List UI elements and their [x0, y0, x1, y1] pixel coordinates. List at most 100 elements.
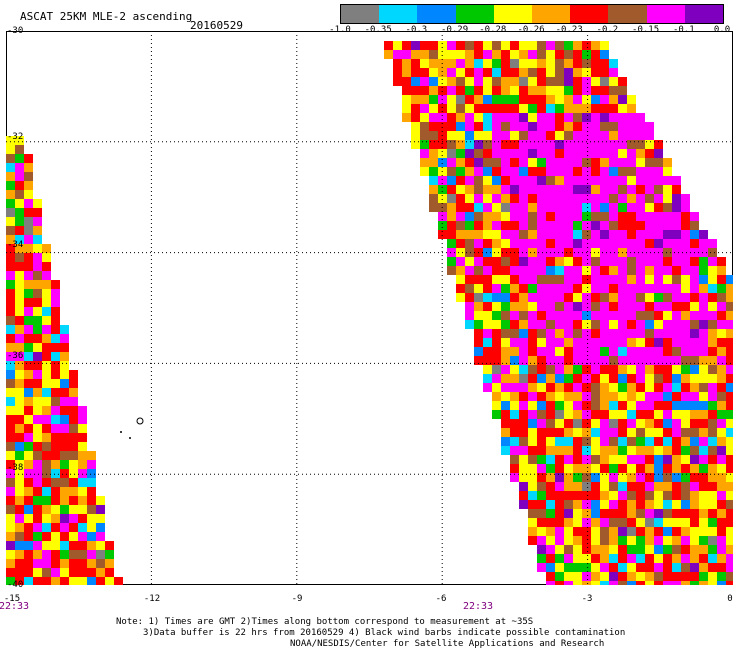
swath-pixel — [447, 113, 456, 122]
swath-pixel — [573, 446, 582, 455]
swath-pixel — [33, 568, 42, 577]
swath-pixel — [645, 509, 654, 518]
swath-pixel — [546, 527, 555, 536]
swath-pixel — [51, 424, 60, 433]
swath-pixel — [618, 500, 627, 509]
swath-pixel — [519, 158, 528, 167]
swath-pixel — [24, 577, 33, 585]
swath-pixel — [546, 356, 555, 365]
swath-pixel — [591, 284, 600, 293]
swath-pixel — [6, 208, 15, 217]
swath-pixel — [690, 293, 699, 302]
swath-pixel — [438, 122, 447, 131]
swath-pixel — [51, 379, 60, 388]
swath-pixel — [24, 217, 33, 226]
swath-pixel — [456, 194, 465, 203]
swath-pixel — [402, 95, 411, 104]
swath-pixel — [465, 212, 474, 221]
swath-pixel — [60, 577, 69, 585]
swath-pixel — [564, 329, 573, 338]
swath-pixel — [60, 451, 69, 460]
swath-pixel — [645, 167, 654, 176]
swath-pixel — [591, 491, 600, 500]
swath-pixel — [627, 401, 636, 410]
swath-pixel — [726, 419, 733, 428]
swath-pixel — [654, 554, 663, 563]
swath-pixel — [546, 401, 555, 410]
swath-pixel — [708, 464, 717, 473]
swath-pixel — [114, 577, 123, 585]
swath-pixel — [654, 563, 663, 572]
swath-pixel — [60, 487, 69, 496]
swath-pixel — [654, 491, 663, 500]
swath-pixel — [87, 469, 96, 478]
swath-pixel — [87, 559, 96, 568]
swath-pixel — [681, 554, 690, 563]
swath-pixel — [24, 469, 33, 478]
swath-pixel — [474, 167, 483, 176]
swath-pixel — [24, 478, 33, 487]
swath-pixel — [15, 433, 24, 442]
swath-pixel — [51, 397, 60, 406]
swath-pixel — [510, 365, 519, 374]
swath-pixel — [537, 293, 546, 302]
swath-pixel — [6, 523, 15, 532]
swath-pixel — [69, 505, 78, 514]
swath-pixel — [42, 262, 51, 271]
swath-pixel — [411, 140, 420, 149]
swath-pixel — [51, 334, 60, 343]
swath-pixel — [672, 383, 681, 392]
swath-pixel — [555, 464, 564, 473]
swath-pixel — [474, 266, 483, 275]
swath-pixel — [645, 320, 654, 329]
legend-tick-label: -0.3 — [405, 25, 428, 35]
swath-pixel — [429, 131, 438, 140]
swath-pixel — [546, 383, 555, 392]
swath-pixel — [573, 104, 582, 113]
swath-pixel — [87, 514, 96, 523]
swath-pixel — [465, 230, 474, 239]
swath-pixel — [483, 230, 492, 239]
swath-pixel — [591, 572, 600, 581]
swath-pixel — [555, 320, 564, 329]
swath-pixel — [582, 176, 591, 185]
swath-pixel — [15, 469, 24, 478]
swath-pixel — [501, 86, 510, 95]
swath-pixel — [690, 437, 699, 446]
swath-pixel — [24, 550, 33, 559]
swath-pixel — [96, 550, 105, 559]
swath-pixel — [15, 541, 24, 550]
swath-pixel — [15, 478, 24, 487]
swath-pixel — [726, 293, 733, 302]
swath-pixel — [600, 374, 609, 383]
swath-pixel — [672, 392, 681, 401]
swath-pixel — [474, 275, 483, 284]
swath-pixels — [6, 41, 733, 585]
swath-pixel — [42, 442, 51, 451]
swath-pixel — [69, 487, 78, 496]
swath-pixel — [69, 469, 78, 478]
swath-pixel — [42, 379, 51, 388]
swath-pixel — [24, 415, 33, 424]
swath-pixel — [708, 401, 717, 410]
swath-pixel — [483, 266, 492, 275]
swath-pixel — [15, 325, 24, 334]
swath-pixel — [33, 433, 42, 442]
swath-pixel — [501, 338, 510, 347]
swath-pixel — [6, 181, 15, 190]
swath-pixel — [519, 410, 528, 419]
swath-pixel — [60, 379, 69, 388]
swath-pixel — [528, 302, 537, 311]
swath-pixel — [15, 568, 24, 577]
swath-pixel — [690, 464, 699, 473]
map-title: ASCAT 25KM MLE-2 ascending — [20, 10, 193, 23]
swath-pixel — [618, 545, 627, 554]
swath-pixel — [15, 289, 24, 298]
swath-pixel — [573, 257, 582, 266]
swath-pixel — [492, 176, 501, 185]
swath-pixel — [717, 473, 726, 482]
swath-pixel — [600, 284, 609, 293]
swath-pixel — [537, 437, 546, 446]
swath-pixel — [582, 239, 591, 248]
swath-pixel — [15, 208, 24, 217]
